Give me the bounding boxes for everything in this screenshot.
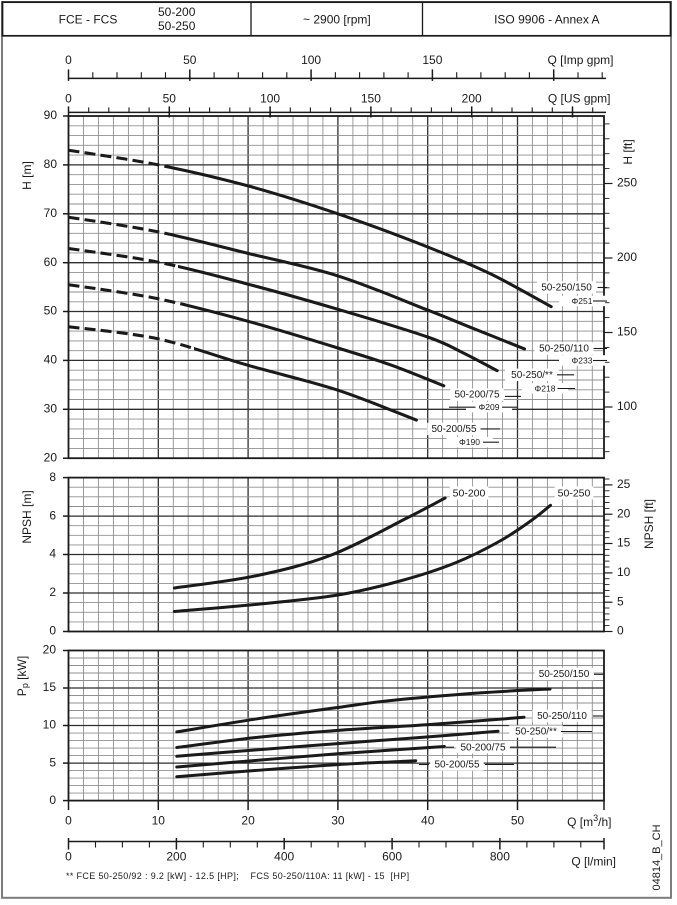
svg-text:10: 10 — [152, 814, 166, 828]
svg-text:NPSH [m]: NPSH [m] — [20, 490, 34, 543]
svg-text:100: 100 — [301, 53, 321, 67]
svg-text:Φ209: Φ209 — [479, 402, 500, 412]
svg-text:20: 20 — [617, 506, 631, 520]
svg-text:5: 5 — [49, 755, 56, 769]
svg-text:20: 20 — [241, 814, 255, 828]
svg-text:Φ218: Φ218 — [535, 383, 556, 393]
svg-text:50-200: 50-200 — [158, 5, 196, 19]
svg-text:ISO 9906 - Annex A: ISO 9906 - Annex A — [494, 13, 599, 27]
svg-text:400: 400 — [274, 850, 294, 864]
svg-text:NPSH [ft]: NPSH [ft] — [642, 499, 656, 549]
svg-text:6: 6 — [49, 508, 56, 522]
svg-text:200: 200 — [166, 850, 186, 864]
svg-text:8: 8 — [49, 470, 56, 484]
svg-text:30: 30 — [44, 401, 58, 415]
svg-text:10: 10 — [43, 718, 57, 732]
svg-text:250: 250 — [617, 176, 637, 190]
svg-text:150: 150 — [422, 53, 442, 67]
svg-text:25: 25 — [617, 477, 631, 491]
svg-text:0: 0 — [65, 92, 72, 106]
svg-text:0: 0 — [65, 850, 72, 864]
svg-text:50: 50 — [44, 304, 58, 318]
svg-text:15: 15 — [43, 680, 57, 694]
svg-text:Φ190: Φ190 — [459, 437, 480, 447]
svg-text:150: 150 — [361, 92, 381, 106]
svg-text:4: 4 — [49, 547, 56, 561]
svg-text:5: 5 — [617, 594, 624, 608]
svg-text:Q [m3/h]: Q [m3/h] — [567, 813, 611, 829]
svg-text:50-250/110: 50-250/110 — [539, 344, 589, 355]
svg-text:30: 30 — [331, 814, 345, 828]
svg-text:50: 50 — [163, 92, 177, 106]
svg-text:50-250: 50-250 — [558, 487, 591, 499]
svg-text:60: 60 — [44, 255, 58, 269]
svg-text:Φ233: Φ233 — [572, 355, 593, 365]
svg-text:80: 80 — [44, 157, 58, 171]
svg-text:50-250/**: 50-250/** — [515, 727, 557, 738]
svg-text:H [m]: H [m] — [20, 161, 34, 190]
svg-text:15: 15 — [617, 536, 631, 550]
svg-text:70: 70 — [44, 206, 58, 220]
svg-text:10: 10 — [617, 565, 631, 579]
svg-text:50-250/110: 50-250/110 — [537, 711, 587, 722]
svg-text:50-250/150: 50-250/150 — [541, 283, 592, 294]
svg-text:50: 50 — [183, 53, 197, 67]
svg-text:100: 100 — [260, 92, 280, 106]
svg-text:40: 40 — [44, 353, 58, 367]
svg-text:50-200/75: 50-200/75 — [460, 742, 505, 753]
svg-text:Pp [kW]: Pp [kW] — [15, 656, 30, 696]
svg-text:20: 20 — [43, 643, 57, 657]
svg-text:0: 0 — [49, 624, 56, 638]
svg-text:0: 0 — [65, 53, 72, 67]
svg-text:~ 2900 [rpm]: ~ 2900 [rpm] — [303, 13, 371, 27]
svg-text:Φ251: Φ251 — [572, 296, 593, 306]
svg-text:** FCE 50-250/92 : 9.2 [kW] -: ** FCE 50-250/92 : 9.2 [kW] - 12.5 [HP];… — [66, 871, 409, 881]
svg-text:0: 0 — [65, 814, 72, 828]
svg-text:Q [l/min]: Q [l/min] — [571, 855, 616, 869]
svg-text:200: 200 — [462, 92, 482, 106]
svg-text:FCE - FCS: FCE - FCS — [59, 13, 118, 27]
svg-text:50-200: 50-200 — [453, 487, 486, 499]
svg-text:100: 100 — [617, 399, 637, 413]
svg-text:150: 150 — [617, 325, 637, 339]
svg-text:50-200/75: 50-200/75 — [454, 390, 499, 401]
svg-text:90: 90 — [44, 108, 58, 122]
svg-text:50-250/150: 50-250/150 — [539, 669, 590, 680]
svg-text:50-200/55: 50-200/55 — [431, 424, 476, 435]
svg-text:600: 600 — [382, 850, 402, 864]
svg-text:0: 0 — [617, 624, 624, 638]
svg-text:H [ft]: H [ft] — [621, 139, 635, 164]
svg-text:20: 20 — [44, 450, 58, 464]
svg-text:40: 40 — [421, 814, 435, 828]
svg-text:200: 200 — [617, 250, 637, 264]
svg-text:04814_B_CH: 04814_B_CH — [651, 824, 663, 890]
svg-text:50-200/55: 50-200/55 — [434, 760, 479, 771]
svg-text:Q [Imp gpm]: Q [Imp gpm] — [547, 53, 613, 67]
svg-text:50: 50 — [511, 814, 525, 828]
svg-text:2: 2 — [49, 585, 56, 599]
svg-text:Q [US gpm]: Q [US gpm] — [548, 92, 611, 106]
svg-text:0: 0 — [49, 793, 56, 807]
svg-text:50-250/**: 50-250/** — [511, 370, 553, 381]
svg-text:800: 800 — [490, 850, 510, 864]
svg-text:50-250: 50-250 — [158, 19, 196, 33]
